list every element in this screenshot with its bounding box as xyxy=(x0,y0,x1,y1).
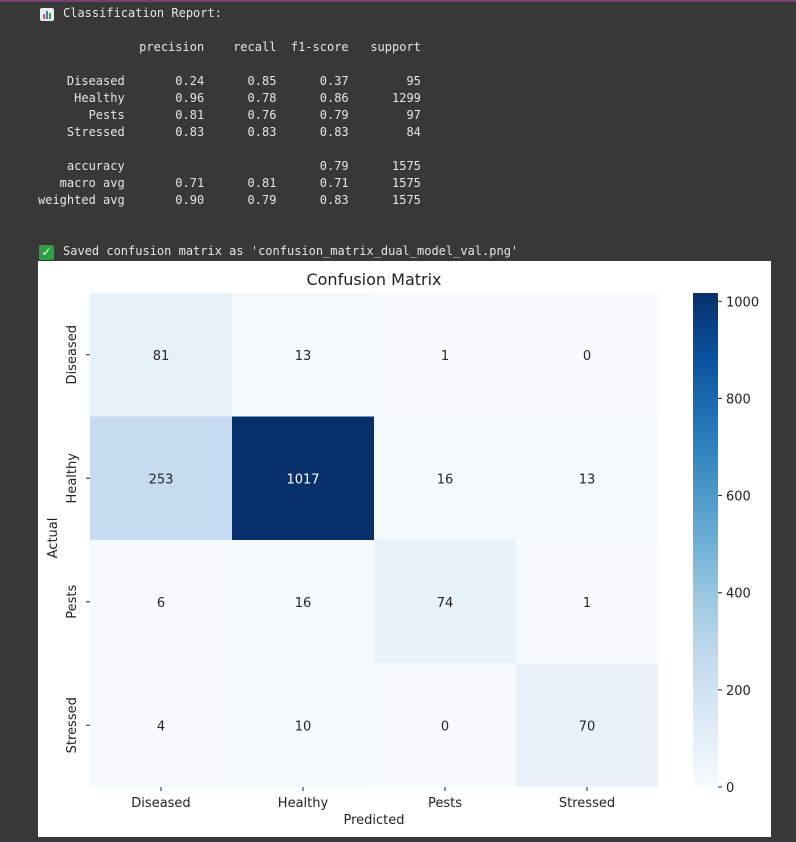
colorbar-tick-label: 1000 xyxy=(726,295,759,310)
heatmap-cell xyxy=(90,416,232,540)
colorbar xyxy=(693,293,718,787)
cell-value-label: 6 xyxy=(157,596,165,611)
heatmap-cell xyxy=(516,293,658,417)
y-tick-label: Healthy xyxy=(65,453,80,504)
heatmap-cell xyxy=(90,540,232,664)
y-tick-label: Pests xyxy=(65,585,80,619)
cell-value-label: 1017 xyxy=(286,472,319,487)
heatmap-cell xyxy=(232,293,374,417)
report-row: Stressed 0.83 0.83 0.83 84 xyxy=(38,125,421,139)
heatmap-cell xyxy=(90,663,232,787)
cell-value-label: 1 xyxy=(441,349,449,364)
report-row: Pests 0.81 0.76 0.79 97 xyxy=(38,108,421,122)
bar-chart-icon xyxy=(40,8,54,21)
heatmap-cell xyxy=(232,663,374,787)
heatmap-cell xyxy=(374,663,516,787)
report-row: Healthy 0.96 0.78 0.86 1299 xyxy=(38,91,421,105)
heatmap-cell xyxy=(374,293,516,417)
heatmap-cell xyxy=(516,416,658,540)
heatmap-cell xyxy=(374,416,516,540)
cell-value-label: 16 xyxy=(295,596,312,611)
cell-value-label: 16 xyxy=(437,472,454,487)
report-row: macro avg 0.71 0.81 0.71 1575 xyxy=(38,176,421,190)
cell-value-label: 81 xyxy=(153,349,170,364)
y-tick-label: Diseased xyxy=(65,325,80,384)
heatmap-cell xyxy=(90,293,232,417)
cell-value-label: 1 xyxy=(583,596,591,611)
confusion-matrix-chart: Confusion Matrix Predicted Actual 81 13 1 0… xyxy=(46,270,759,828)
y-tick-label: Stressed xyxy=(65,697,80,753)
x-tick-label: Pests xyxy=(428,796,462,811)
cell-value-label: 4 xyxy=(157,719,165,734)
cell-value-label: 253 xyxy=(149,472,174,487)
colorbar-tick-label: 400 xyxy=(726,587,751,602)
check-mark-icon: ✓ xyxy=(39,245,54,260)
heatmap-cell xyxy=(232,540,374,664)
cell-value-label: 0 xyxy=(583,349,591,364)
report-columns: precision recall f1-score support xyxy=(38,40,421,54)
report-row: weighted avg 0.90 0.79 0.83 1575 xyxy=(38,193,421,207)
cell-value-label: 13 xyxy=(295,349,312,364)
cell-top-border xyxy=(0,0,796,2)
x-tick-label: Stressed xyxy=(559,796,615,811)
colorbar-tick-label: 800 xyxy=(726,392,751,407)
colorbar-tick-label: 0 xyxy=(726,781,734,796)
colorbar-tick-label: 600 xyxy=(726,490,751,505)
cell-value-label: 0 xyxy=(441,719,449,734)
cell-value-label: 13 xyxy=(579,472,596,487)
chart-title: Confusion Matrix xyxy=(306,270,441,289)
cell-value-label: 10 xyxy=(295,719,312,734)
confusion-matrix-figure: Confusion Matrix Predicted Actual 81 13 1 0… xyxy=(38,261,771,837)
heatmap-cell xyxy=(374,540,516,664)
report-row: Diseased 0.24 0.85 0.37 95 xyxy=(38,74,421,88)
saved-message: Saved confusion matrix as 'confusion_mat… xyxy=(63,244,519,258)
cell-value-label: 74 xyxy=(437,596,454,611)
y-axis-label: Actual xyxy=(46,518,61,559)
colorbar-tick-label: 200 xyxy=(726,684,751,699)
x-tick-label: Diseased xyxy=(131,796,190,811)
heatmap-cell xyxy=(232,416,374,540)
x-tick-label: Healthy xyxy=(278,796,329,811)
x-axis-label: Predicted xyxy=(343,813,404,828)
report-header: Classification Report: xyxy=(63,6,222,20)
cell-value-label: 70 xyxy=(579,719,596,734)
heatmap-cell xyxy=(516,663,658,787)
heatmap-cell xyxy=(516,540,658,664)
report-row: accuracy 0.79 1575 xyxy=(38,159,421,173)
